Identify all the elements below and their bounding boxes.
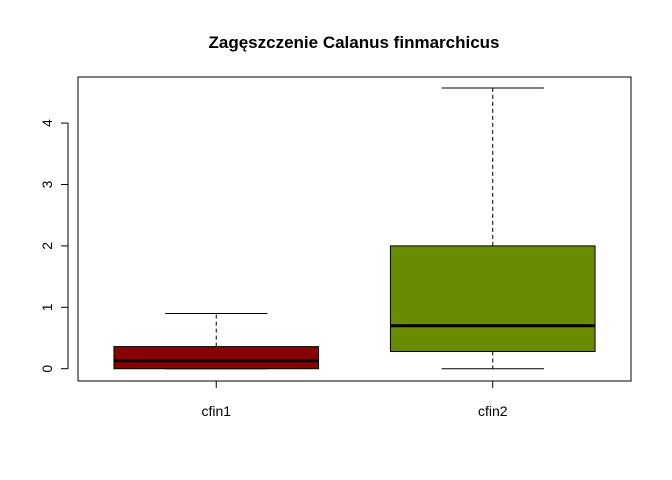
y-tick-label: 1 xyxy=(39,303,55,311)
y-tick-label: 2 xyxy=(39,242,55,250)
box-rect xyxy=(389,245,596,353)
y-axis: 0 1 2 3 4 xyxy=(39,119,69,373)
boxes xyxy=(113,87,596,370)
x-tick-label: cfin2 xyxy=(478,403,508,419)
x-tick-label: cfin1 xyxy=(201,403,231,419)
x-axis: cfin1 cfin2 xyxy=(201,380,508,419)
box-cfin1 xyxy=(113,312,320,370)
box-cfin2 xyxy=(389,87,596,370)
box-rect xyxy=(113,346,320,370)
chart-title: Zagęszczenie Calanus finmarchicus xyxy=(209,33,500,52)
y-tick-label: 0 xyxy=(39,365,55,373)
y-tick-label: 4 xyxy=(39,119,55,127)
y-tick-label: 3 xyxy=(39,180,55,188)
